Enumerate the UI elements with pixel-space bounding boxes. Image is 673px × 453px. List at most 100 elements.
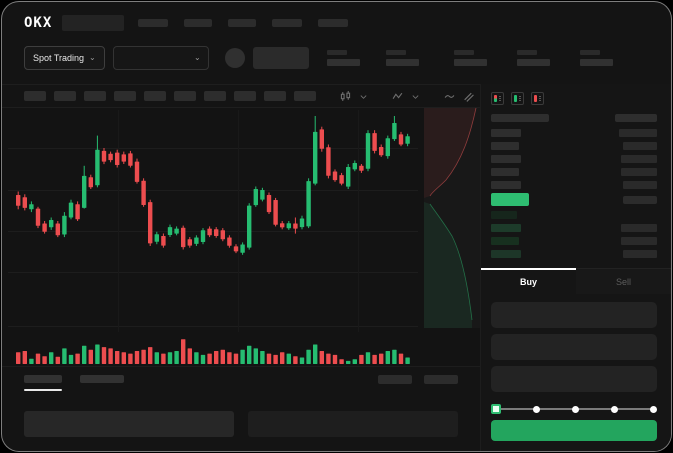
orders-tab[interactable] xyxy=(24,375,62,391)
tab-sell[interactable]: Sell xyxy=(576,269,671,294)
orderbook-row[interactable] xyxy=(491,139,657,152)
orders-filter-input[interactable] xyxy=(248,411,458,437)
sub-header: Spot Trading ⌄ ⌄ xyxy=(2,40,671,76)
orderbook-row[interactable] xyxy=(491,234,657,247)
candles-canvas xyxy=(8,110,418,332)
stat-label-placeholder xyxy=(517,50,537,55)
orders-action-placeholder[interactable] xyxy=(378,375,412,384)
price-placeholder xyxy=(491,249,521,258)
indicator-icon[interactable] xyxy=(392,89,403,103)
timeframe-button[interactable] xyxy=(174,91,196,101)
chevron-down-icon[interactable] xyxy=(359,89,368,103)
book-split-icon[interactable] xyxy=(491,91,504,105)
stat-label-placeholder xyxy=(454,50,474,55)
timeframe-button[interactable] xyxy=(234,91,256,101)
slider-stop[interactable] xyxy=(650,405,657,413)
nav-item[interactable] xyxy=(228,19,257,27)
price-placeholder xyxy=(491,128,521,137)
chart-column xyxy=(2,84,531,451)
orders-panel xyxy=(2,366,480,451)
orderbook-row[interactable] xyxy=(491,126,657,139)
amount-placeholder xyxy=(623,141,657,150)
book-bids-icon[interactable] xyxy=(511,91,524,105)
order-form-field[interactable] xyxy=(491,302,657,328)
order-form-field[interactable] xyxy=(491,366,657,392)
slider-stop[interactable] xyxy=(533,405,540,413)
orders-panel-actions xyxy=(378,375,458,384)
line-tool-icon[interactable] xyxy=(444,89,455,103)
amount-placeholder xyxy=(621,154,657,163)
orders-action-placeholder[interactable] xyxy=(424,375,458,384)
chevron-down-icon: ⌄ xyxy=(194,53,201,62)
top-bar: OKX xyxy=(2,2,671,32)
trade-sidebar: Buy Sell xyxy=(480,84,671,451)
price-placeholder xyxy=(491,154,521,163)
amount-placeholder xyxy=(623,180,657,189)
price-placeholder xyxy=(491,236,519,245)
pair-dropdown[interactable]: ⌄ xyxy=(112,46,209,70)
candlestick-chart[interactable] xyxy=(2,107,480,366)
stat-label-placeholder xyxy=(580,50,600,55)
timeframe-button[interactable] xyxy=(294,91,316,101)
stat-value-placeholder xyxy=(454,59,487,66)
stat-value-placeholder xyxy=(385,59,419,66)
book-asks-icon[interactable] xyxy=(531,91,544,105)
orderbook-row[interactable] xyxy=(491,152,657,165)
nav-item[interactable] xyxy=(184,19,213,27)
ticker-stat xyxy=(580,50,613,66)
timeframe-button[interactable] xyxy=(204,91,226,101)
orders-tabbar xyxy=(24,375,458,397)
last-price-highlight xyxy=(491,193,529,206)
chevron-down-icon: ⌄ xyxy=(89,53,96,62)
slider-stop[interactable] xyxy=(611,405,618,413)
price-placeholder xyxy=(491,223,521,232)
orders-tab[interactable] xyxy=(80,375,124,383)
ticker-stat xyxy=(517,50,550,66)
slider-stop[interactable] xyxy=(572,405,579,413)
last-price-amount xyxy=(623,195,657,204)
amount-placeholder xyxy=(621,167,657,176)
ticker-stat xyxy=(385,50,419,66)
ticker-stat xyxy=(454,50,487,66)
orders-filter-input[interactable] xyxy=(24,411,234,437)
orderbook-row[interactable] xyxy=(491,165,657,178)
chart-type-icon[interactable] xyxy=(340,89,351,103)
timeframe-button[interactable] xyxy=(84,91,106,101)
timeframe-button[interactable] xyxy=(114,91,136,101)
logo-adjacent-placeholder xyxy=(62,15,125,31)
order-form xyxy=(491,302,657,392)
orders-tabs xyxy=(24,375,142,391)
market-type-selector[interactable]: Spot Trading ⌄ xyxy=(24,46,105,70)
orderbook-row[interactable] xyxy=(491,221,657,234)
tab-buy[interactable]: Buy xyxy=(481,268,576,294)
buy-submit-button[interactable] xyxy=(491,420,657,441)
volume-bars xyxy=(16,339,410,364)
price-placeholder xyxy=(491,167,519,176)
orderbook-row[interactable] xyxy=(491,178,657,191)
depth-overlay xyxy=(424,107,480,328)
nav-item[interactable] xyxy=(272,19,303,27)
stat-value-placeholder xyxy=(517,59,550,66)
stat-label-placeholder xyxy=(326,50,347,55)
timeframe-button[interactable] xyxy=(54,91,76,101)
stat-value-placeholder xyxy=(326,59,360,66)
orderbook-row[interactable] xyxy=(491,247,657,260)
chevron-down-icon[interactable] xyxy=(411,89,420,103)
order-form-field[interactable] xyxy=(491,334,657,360)
timeframe-button[interactable] xyxy=(24,91,46,101)
price-placeholder xyxy=(491,180,521,189)
orderbook-row[interactable] xyxy=(491,208,657,221)
amount-placeholder xyxy=(621,223,657,232)
ticker-stat xyxy=(326,50,360,66)
nav-item[interactable] xyxy=(138,19,169,27)
amount-placeholder xyxy=(621,236,657,245)
compare-icon[interactable] xyxy=(463,89,474,103)
timeframe-button[interactable] xyxy=(264,91,286,101)
amount-slider[interactable] xyxy=(491,400,657,418)
slider-handle[interactable] xyxy=(491,404,501,414)
timeframe-button[interactable] xyxy=(144,91,166,101)
timeframe-buttons xyxy=(24,91,316,101)
main-area: Buy Sell xyxy=(2,84,671,451)
nav-item[interactable] xyxy=(318,19,349,27)
